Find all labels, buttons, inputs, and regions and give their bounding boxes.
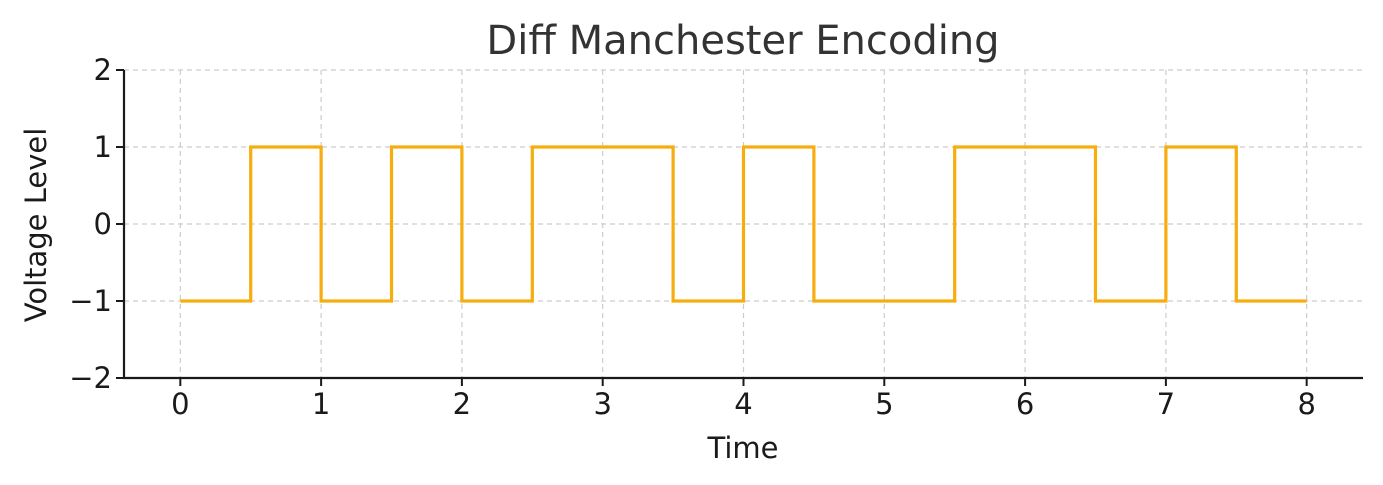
y-tick-label: 1 <box>94 130 112 164</box>
tick-layer: 0 1 2 3 4 5 6 7 8 2 1 0 −1 −2 <box>69 53 1316 421</box>
x-tick-label: 2 <box>453 387 471 421</box>
y-tick-label: 0 <box>94 207 112 241</box>
chart-title: Diff Manchester Encoding <box>486 18 999 64</box>
y-tick-label: 2 <box>94 53 112 87</box>
x-tick-label: 0 <box>171 387 189 421</box>
x-tick-label: 5 <box>875 387 893 421</box>
x-axis-label: Time <box>707 431 779 465</box>
x-tick-label: 8 <box>1297 387 1315 421</box>
x-tick-label: 7 <box>1157 387 1175 421</box>
y-tick-label: −1 <box>69 284 112 318</box>
y-axis-label: Voltage Level <box>19 128 53 323</box>
x-tick-label: 6 <box>1016 387 1034 421</box>
series-layer <box>180 145 1307 303</box>
series-line <box>180 145 1307 303</box>
x-tick-label: 3 <box>593 387 611 421</box>
y-tick-label: −2 <box>69 361 112 395</box>
x-tick-label: 1 <box>312 387 330 421</box>
x-tick-label: 4 <box>734 387 752 421</box>
